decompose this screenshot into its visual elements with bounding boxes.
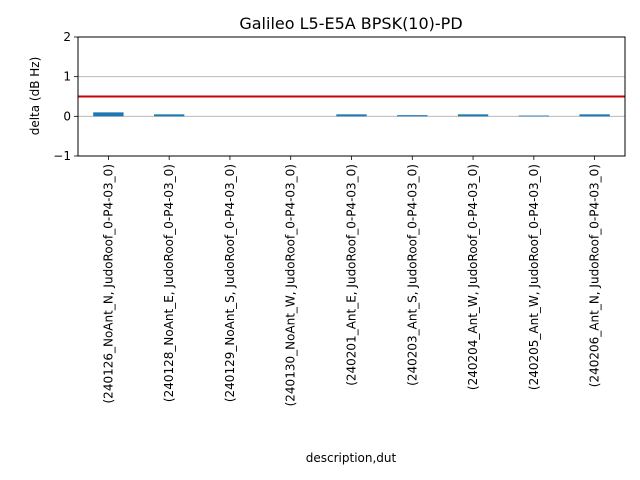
x-tick-label-6: (240203_Ant_S, JudoRoof_0-P4-03_0) <box>405 164 419 386</box>
x-tick-label-8: (240205_Ant_W, JudoRoof_0-P4-03_0) <box>527 164 541 390</box>
bar-1 <box>93 112 124 117</box>
y-tick-label-1: 0 <box>63 109 71 123</box>
x-tick-label-1: (240126_NoAnt_N, JudoRoof_0-P4-03_0) <box>101 164 115 404</box>
x-tick-label-5: (240201_Ant_E, JudoRoof_0-P4-03_0) <box>345 164 359 386</box>
y-axis-ticks: −1 0 1 2 <box>53 30 78 163</box>
x-tick-label-9: (240206_Ant_N, JudoRoof_0-P4-03_0) <box>588 164 602 387</box>
x-axis-ticks: (240126_NoAnt_N, JudoRoof_0-P4-03_0) (240… <box>101 156 602 406</box>
x-tick-label-2: (240128_NoAnt_E, JudoRoof_0-P4-03_0) <box>162 164 176 402</box>
x-tick-label-4: (240130_NoAnt_W, JudoRoof_0-P4-03_0) <box>284 164 298 406</box>
bar-8 <box>518 115 550 117</box>
chart-title: Galileo L5-E5A BPSK(10)-PD <box>239 14 462 33</box>
y-tick-label-0: −1 <box>53 149 71 163</box>
y-tick-label-2: 1 <box>63 70 71 84</box>
x-axis-label: description,dut <box>306 451 397 465</box>
y-tick-label-3: 2 <box>63 30 71 44</box>
bar-2 <box>153 114 185 117</box>
bar-5 <box>336 114 367 117</box>
y-axis-label: delta (dB Hz) <box>28 57 42 136</box>
x-tick-label-3: (240129_NoAnt_S, JudoRoof_0-P4-03_0) <box>223 164 237 402</box>
x-tick-label-7: (240204_Ant_W, JudoRoof_0-P4-03_0) <box>466 164 480 390</box>
bar-7 <box>457 114 489 117</box>
bar-6 <box>397 115 428 117</box>
bar-9 <box>579 114 610 117</box>
bars <box>93 112 610 117</box>
